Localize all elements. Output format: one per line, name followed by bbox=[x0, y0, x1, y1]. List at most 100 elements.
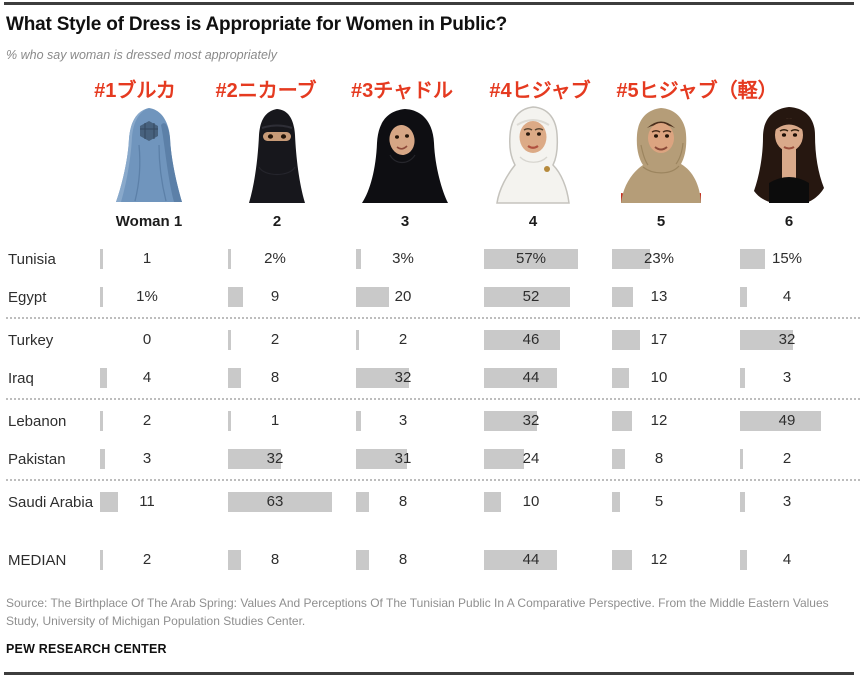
value-bar bbox=[740, 249, 765, 269]
country-label: Tunisia bbox=[8, 250, 56, 268]
value-text: 3% bbox=[392, 250, 414, 267]
value-cell: 4 bbox=[740, 550, 860, 570]
value-text: 57% bbox=[515, 250, 547, 267]
value-bar bbox=[356, 411, 361, 431]
value-cell: 2 bbox=[356, 330, 484, 350]
value-text: 8 bbox=[398, 493, 408, 510]
value-cell: 5 bbox=[612, 492, 740, 512]
group-separator bbox=[6, 479, 860, 481]
value-cell: 2 bbox=[228, 330, 356, 350]
value-bar bbox=[100, 449, 105, 469]
value-text: 17 bbox=[650, 331, 668, 348]
photo-woman-3 bbox=[341, 103, 469, 205]
value-bar bbox=[356, 492, 369, 512]
value-bar bbox=[228, 287, 243, 307]
value-text: 10 bbox=[522, 493, 540, 510]
bottom-rule bbox=[4, 672, 854, 675]
value-text: 20 bbox=[394, 288, 412, 305]
value-cell: 8 bbox=[356, 492, 484, 512]
value-cell: 2 bbox=[100, 550, 228, 570]
value-text: 2 bbox=[142, 551, 152, 568]
value-text: 8 bbox=[270, 369, 280, 386]
column-header-6: 6 bbox=[784, 213, 794, 230]
column-header-2: 2 bbox=[272, 213, 282, 230]
value-cell: 3 bbox=[100, 449, 228, 469]
value-cell: 8 bbox=[228, 368, 356, 388]
value-bar bbox=[740, 492, 745, 512]
column-header-5: 5 bbox=[656, 213, 666, 230]
value-text: 23% bbox=[643, 250, 675, 267]
table-row-tunisia: Tunisia 1 2% 3% 57% 23% 15% bbox=[6, 240, 860, 278]
value-text: 8 bbox=[654, 450, 664, 467]
value-cell: 15% bbox=[740, 249, 860, 269]
value-cell: 10 bbox=[484, 492, 612, 512]
value-cell: 44 bbox=[484, 368, 612, 388]
page-subtitle: % who say woman is dressed most appropri… bbox=[6, 48, 277, 62]
value-bar bbox=[228, 249, 231, 269]
table-row-iraq: Iraq 4 8 32 44 10 3 bbox=[6, 359, 860, 397]
value-text: 1 bbox=[270, 412, 280, 429]
value-cell: 3 bbox=[356, 411, 484, 431]
value-cell: 3 bbox=[740, 368, 860, 388]
country-label: MEDIAN bbox=[8, 551, 67, 569]
country-label: Iraq bbox=[8, 369, 34, 387]
table-row-lebanon: Lebanon 2 1 3 32 12 49 bbox=[6, 402, 860, 440]
table-row-median: MEDIAN 2 8 8 44 12 4 bbox=[6, 541, 860, 579]
photo-woman-6 bbox=[725, 103, 853, 205]
value-text: 9 bbox=[270, 288, 280, 305]
value-text: 11 bbox=[139, 493, 155, 510]
value-text: 1% bbox=[136, 288, 158, 305]
uncovered-hair-illustration bbox=[754, 107, 824, 203]
value-text: 32 bbox=[778, 331, 796, 348]
value-cell: 24 bbox=[484, 449, 612, 469]
value-bar bbox=[612, 368, 629, 388]
photo-woman-2 bbox=[213, 103, 341, 205]
value-cell: 20 bbox=[356, 287, 484, 307]
value-cell: 2 bbox=[100, 411, 228, 431]
value-text: 32 bbox=[266, 450, 284, 467]
value-text: 2 bbox=[142, 412, 152, 429]
value-text: 49 bbox=[778, 412, 796, 429]
value-cell: 49 bbox=[740, 411, 860, 431]
value-bar bbox=[100, 550, 103, 570]
value-cell: 31 bbox=[356, 449, 484, 469]
value-text: 3 bbox=[142, 450, 152, 467]
value-bar bbox=[740, 368, 745, 388]
value-bar bbox=[740, 550, 747, 570]
value-cell: 8 bbox=[356, 550, 484, 570]
value-text: 4 bbox=[782, 288, 792, 305]
country-label: Turkey bbox=[8, 331, 54, 349]
source-note: Source: The Birthplace Of The Arab Sprin… bbox=[6, 596, 829, 628]
value-text: 10 bbox=[650, 369, 668, 386]
value-cell: 23% bbox=[612, 249, 740, 269]
page-title: What Style of Dress is Appropriate for W… bbox=[6, 14, 508, 35]
value-text: 8 bbox=[270, 551, 280, 568]
value-bar bbox=[612, 492, 620, 512]
value-bar bbox=[228, 368, 241, 388]
value-cell: 32 bbox=[484, 411, 612, 431]
value-cell: 1% bbox=[100, 287, 228, 307]
group-separator bbox=[6, 398, 860, 400]
value-text: 3 bbox=[782, 369, 792, 386]
style-label-1: #1ブルカ bbox=[94, 80, 176, 102]
value-bar bbox=[228, 330, 231, 350]
value-text: 32 bbox=[522, 412, 540, 429]
value-cell: 63 bbox=[228, 492, 356, 512]
value-bar bbox=[484, 368, 557, 388]
value-cell: 3 bbox=[740, 492, 860, 512]
value-text: 4 bbox=[142, 369, 152, 386]
value-bar bbox=[100, 492, 118, 512]
value-text: 24 bbox=[522, 450, 540, 467]
value-bar bbox=[612, 330, 640, 350]
style-label-3: #3チャドル bbox=[350, 80, 454, 102]
value-bar bbox=[612, 249, 650, 269]
country-label: Lebanon bbox=[8, 412, 67, 430]
photo-woman-5 bbox=[597, 103, 725, 205]
value-cell: 12 bbox=[612, 411, 740, 431]
value-bar bbox=[356, 330, 359, 350]
value-bar bbox=[228, 550, 241, 570]
value-bar bbox=[356, 287, 389, 307]
style-label-2: #2ニカーブ bbox=[215, 80, 317, 102]
value-bar bbox=[740, 287, 747, 307]
